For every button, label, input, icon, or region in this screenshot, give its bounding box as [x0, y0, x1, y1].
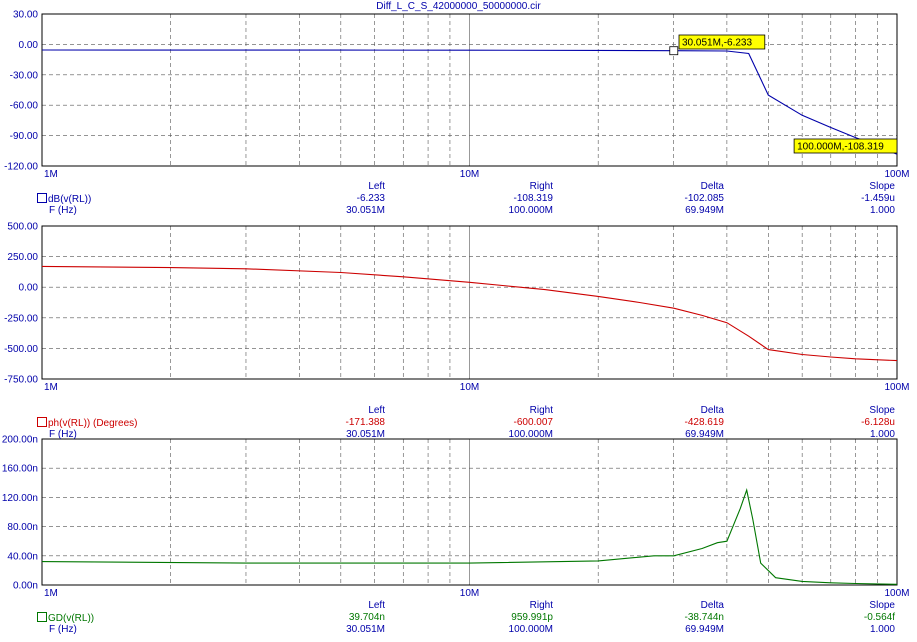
x-tick-label: 10M: [460, 169, 479, 180]
table-header: Slope: [869, 600, 895, 611]
table-cell: 30.051M: [346, 205, 385, 216]
magnitude-plot: 30.00 0.00 -30.00 -60.00 -90.00 -120.00 1M 10M 1…: [4, 10, 909, 181]
table-header: Slope: [869, 181, 895, 192]
marker-label-box: [793, 138, 898, 154]
trace-color-box: [37, 417, 47, 427]
trace-label[interactable]: dB(v(RL)): [37, 193, 91, 205]
phase-measure-table: Left Right Delta Slope ph(v(RL)) (Degrees) -1…: [0, 405, 917, 445]
magnitude-measure-table: Left Right Delta Slope dB(v(RL)) -6.233 -108.3…: [0, 181, 917, 221]
series-line: [41, 49, 898, 155]
group-delay-measure-table: Left Right Delta Slope GD(v(RL)) 39.704n 959.9…: [0, 600, 917, 640]
y-tick-label: 500.00: [7, 222, 38, 233]
plot-frame: [41, 13, 898, 167]
y-tick-label: 160.00n: [2, 464, 38, 475]
series-line: [41, 265, 898, 362]
table-header: Right: [529, 600, 553, 611]
cursor-marker[interactable]: [669, 46, 679, 56]
y-tick-label: 40.00n: [7, 551, 38, 562]
table-header: Left: [368, 181, 385, 192]
phase-plot: 500.00 250.00 0.00 -250.00 -500.00 -750.00 1M 1…: [4, 222, 909, 394]
table-cell: 69.949M: [685, 624, 724, 635]
axis-label: F (Hz): [49, 624, 77, 635]
y-tick-label: 0.00: [19, 283, 39, 294]
x-tick-label: 1M: [44, 382, 58, 393]
table-cell: 69.949M: [685, 429, 724, 440]
table-header: Delta: [700, 405, 724, 416]
y-tick-label: 120.00n: [2, 493, 38, 504]
trace-label[interactable]: ph(v(RL)) (Degrees): [37, 417, 137, 429]
x-tick-label: 100M: [884, 588, 909, 599]
table-header: Slope: [869, 405, 895, 416]
x-tick-label: 10M: [460, 588, 479, 599]
table-cell: -108.319: [513, 193, 553, 204]
table-cell: -38.744n: [684, 612, 724, 623]
table-cell: 30.051M: [346, 624, 385, 635]
table-cell: 1.000: [869, 624, 895, 635]
table-header: Right: [529, 405, 553, 416]
trace-color-box: [37, 612, 47, 622]
y-tick-label: 250.00: [7, 252, 38, 263]
y-tick-label: -30.00: [10, 70, 39, 81]
series-line: [41, 488, 898, 585]
y-tick-label: 0.00n: [13, 581, 38, 592]
trace-label[interactable]: GD(v(RL)): [37, 612, 94, 624]
axis-label: F (Hz): [49, 429, 77, 440]
group-delay-plot: 200.00n 160.00n 120.00n 80.00n 40.00n 0.00n 1M…: [2, 435, 910, 600]
x-tick-label: 100M: [884, 382, 909, 393]
marker-label-box: [678, 34, 766, 50]
table-cell: -102.085: [684, 193, 724, 204]
x-tick-label: 1M: [44, 588, 58, 599]
y-tick-label: -90.00: [10, 131, 39, 142]
table-cell: 959.991p: [511, 612, 553, 623]
table-cell: -1.459u: [861, 193, 895, 204]
y-tick-label: -250.00: [4, 313, 38, 324]
axis-label: F (Hz): [49, 205, 77, 216]
marker-label: 30.051M,-6.233: [682, 38, 752, 49]
table-cell: -0.564f: [863, 612, 895, 623]
x-tick-label: 10M: [460, 382, 479, 393]
table-header: Right: [529, 181, 553, 192]
table-cell: 69.949M: [685, 205, 724, 216]
window-title: Diff_L_C_S_42000000_50000000.cir: [376, 1, 541, 12]
plot-frame: [41, 438, 898, 586]
marker-label: 100.000M,-108.319: [797, 142, 884, 153]
y-tick-label: 80.00n: [7, 522, 38, 533]
table-cell: 30.051M: [346, 429, 385, 440]
table-cell: -6.233: [356, 193, 385, 204]
y-tick-label: -750.00: [4, 375, 38, 386]
table-cell: 1.000: [869, 429, 895, 440]
table-cell: 100.000M: [508, 624, 553, 635]
table-header: Delta: [700, 181, 724, 192]
y-tick-label: -120.00: [4, 162, 38, 173]
y-tick-label: -60.00: [10, 101, 39, 112]
x-tick-label: 1M: [44, 169, 58, 180]
trace-color-box: [37, 193, 47, 203]
y-tick-label: 200.00n: [2, 435, 38, 446]
table-cell: 1.000: [869, 205, 895, 216]
table-header: Delta: [700, 600, 724, 611]
table-cell: -171.388: [345, 417, 385, 428]
plot-frame: [41, 225, 898, 380]
x-tick-label: 100M: [884, 169, 909, 180]
y-tick-label: -500.00: [4, 344, 38, 355]
y-tick-label: 0.00: [19, 40, 39, 51]
table-cell: 100.000M: [508, 205, 553, 216]
y-tick-label: 30.00: [13, 10, 38, 21]
table-cell: -600.007: [513, 417, 553, 428]
table-header: Left: [368, 405, 385, 416]
table-header: Left: [368, 600, 385, 611]
table-cell: -6.128u: [861, 417, 895, 428]
table-cell: 100.000M: [508, 429, 553, 440]
table-cell: -428.619: [684, 417, 724, 428]
table-cell: 39.704n: [348, 612, 385, 623]
